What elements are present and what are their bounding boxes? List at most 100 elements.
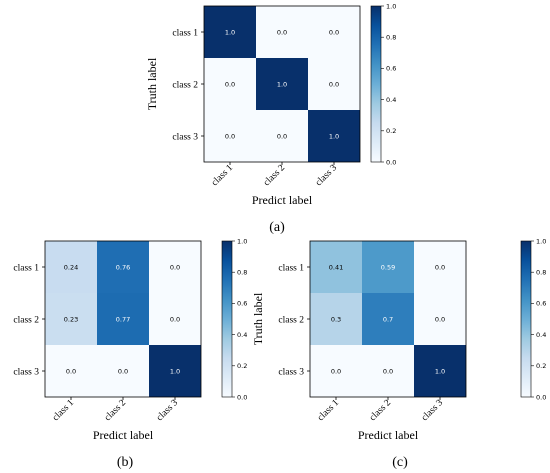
colorbar-tick-label-6: 1.0 — [536, 237, 546, 245]
heatmap-cell-r1-c3 — [414, 241, 466, 293]
colorbar-tick-label-2: 0.2 — [536, 362, 546, 370]
colorbar-tick-label-4: 0.6 — [536, 300, 546, 308]
heatmap-cell-r3-c1 — [310, 345, 362, 397]
panel-label: (b) — [117, 455, 134, 470]
heatmap-cell-r3-c2 — [256, 110, 308, 162]
heatmap-cell-r2-c1 — [204, 58, 256, 110]
colorbar — [221, 240, 233, 398]
colorbar-tick-label-6: 1.0 — [386, 2, 396, 10]
y-tick-label-2: class 2 — [13, 315, 39, 325]
x-tick-label-3: class 3 — [420, 398, 445, 423]
cell-value-r3-c3: 1.0 — [329, 132, 339, 140]
cell-value-r1-c3: 0.0 — [170, 263, 180, 271]
colorbar-tick-label-5: 0.8 — [386, 34, 396, 42]
cell-value-r1-c1: 1.0 — [225, 28, 235, 36]
colorbar-tick-label-1: 0.0 — [536, 393, 546, 401]
heatmap-cell-r1-c1 — [204, 6, 256, 58]
x-tick-label-1: class 1 — [210, 163, 235, 188]
panel-label: (a) — [269, 220, 285, 235]
cell-value-r1-c3: 0.0 — [435, 263, 445, 271]
cell-value-r3-c1: 0.0 — [331, 367, 341, 375]
x-tick-label-3: class 3 — [314, 163, 339, 188]
heatmap-cell-r2-c2 — [256, 58, 308, 110]
colorbar-tick-label-2: 0.2 — [386, 127, 396, 135]
heatmap-cell-r2-c2 — [97, 293, 149, 345]
confusion-matrix-1: 1.0 0.0 0.0 0.0 1.0 0.0 0.0 0.0 1.0 class 1 class … — [145, 2, 396, 235]
heatmap-cell-r3-c3 — [414, 345, 466, 397]
cell-value-r3-c2: 0.0 — [118, 367, 128, 375]
y-tick-label-3: class 3 — [278, 367, 304, 377]
colorbar-tick-label-5: 0.8 — [237, 269, 247, 277]
x-axis-title: Predict label — [252, 193, 313, 207]
heatmap-cell-r2-c2 — [362, 293, 414, 345]
cell-value-r2-c2: 1.0 — [277, 80, 287, 88]
y-tick-label-3: class 3 — [13, 367, 39, 377]
y-tick-label-1: class 1 — [172, 28, 198, 38]
colorbar-tick-label-3: 0.4 — [536, 331, 546, 339]
heatmap-cell-r2-c1 — [310, 293, 362, 345]
cell-value-r2-c2: 0.77 — [116, 315, 130, 323]
colorbar — [520, 240, 532, 398]
cell-value-r1-c2: 0.76 — [116, 263, 130, 271]
cell-value-r2-c1: 0.3 — [331, 315, 341, 323]
x-tick-label-1: class 1 — [316, 398, 341, 423]
panel-label: (c) — [392, 455, 408, 470]
heatmap-cell-r3-c1 — [45, 345, 97, 397]
x-tick-label-3: class 3 — [155, 398, 180, 423]
colorbar-tick-label-3: 0.4 — [237, 331, 247, 339]
y-axis-title: Truth label — [145, 57, 159, 110]
y-tick-label-2: class 2 — [172, 80, 198, 90]
cell-value-r3-c3: 1.0 — [435, 367, 445, 375]
heatmap-cell-r2-c3 — [308, 58, 360, 110]
y-tick-label-1: class 1 — [278, 263, 304, 273]
confusion-matrix-2: 0.24 0.76 0.0 0.23 0.77 0.0 0.0 0.0 1.0 class 1 cl… — [13, 237, 247, 470]
colorbar-tick-label-1: 0.0 — [386, 158, 396, 166]
heatmap-cell-r3-c1 — [204, 110, 256, 162]
heatmap-cell-r1-c2 — [362, 241, 414, 293]
colorbar-tick-label-5: 0.8 — [536, 269, 546, 277]
cell-value-r2-c1: 0.0 — [225, 80, 235, 88]
x-tick-label-2: class 2 — [103, 398, 128, 423]
colorbar-tick-label-3: 0.4 — [386, 96, 396, 104]
x-axis-title: Predict label — [93, 428, 154, 442]
cell-value-r1-c1: 0.41 — [329, 263, 343, 271]
heatmap-cell-r1-c3 — [308, 6, 360, 58]
heatmap-cell-r1-c1 — [310, 241, 362, 293]
cell-value-r3-c2: 0.0 — [277, 132, 287, 140]
colorbar — [370, 5, 382, 163]
cell-value-r2-c3: 0.0 — [435, 315, 445, 323]
cell-value-r2-c3: 0.0 — [329, 80, 339, 88]
y-tick-label-3: class 3 — [172, 132, 198, 142]
cell-value-r2-c3: 0.0 — [170, 315, 180, 323]
y-tick-label-2: class 2 — [278, 315, 304, 325]
heatmap-cell-r2-c3 — [414, 293, 466, 345]
colorbar-tick-label-4: 0.6 — [237, 300, 247, 308]
heatmap-cell-r3-c3 — [308, 110, 360, 162]
cell-value-r3-c3: 1.0 — [170, 367, 180, 375]
x-tick-label-1: class 1 — [51, 398, 76, 423]
colorbar-tick-label-2: 0.2 — [237, 362, 247, 370]
confusion-matrix-3: 0.41 0.59 0.0 0.3 0.7 0.0 0.0 0.0 1.0 class 1 clas… — [251, 237, 546, 470]
heatmap-cell-r3-c2 — [97, 345, 149, 397]
heatmap-cell-r2-c3 — [149, 293, 201, 345]
y-tick-label-1: class 1 — [13, 263, 39, 273]
heatmap-cell-r1-c1 — [45, 241, 97, 293]
cell-value-r1-c1: 0.24 — [64, 263, 78, 271]
cell-value-r2-c1: 0.23 — [64, 315, 78, 323]
colorbar-tick-label-4: 0.6 — [386, 65, 396, 73]
heatmap-cell-r1-c3 — [149, 241, 201, 293]
x-axis-title: Predict label — [358, 428, 419, 442]
heatmap-cell-r3-c2 — [362, 345, 414, 397]
heatmap-cell-r3-c3 — [149, 345, 201, 397]
heatmap-cell-r1-c2 — [97, 241, 149, 293]
cell-value-r1-c2: 0.59 — [381, 263, 395, 271]
cell-value-r2-c2: 0.7 — [383, 315, 393, 323]
cell-value-r3-c1: 0.0 — [66, 367, 76, 375]
heatmap-cell-r1-c2 — [256, 6, 308, 58]
colorbar-tick-label-1: 0.0 — [237, 393, 247, 401]
heatmap-cell-r2-c1 — [45, 293, 97, 345]
cell-value-r1-c3: 0.0 — [329, 28, 339, 36]
cell-value-r3-c2: 0.0 — [383, 367, 393, 375]
y-axis-title: Truth label — [251, 292, 265, 345]
